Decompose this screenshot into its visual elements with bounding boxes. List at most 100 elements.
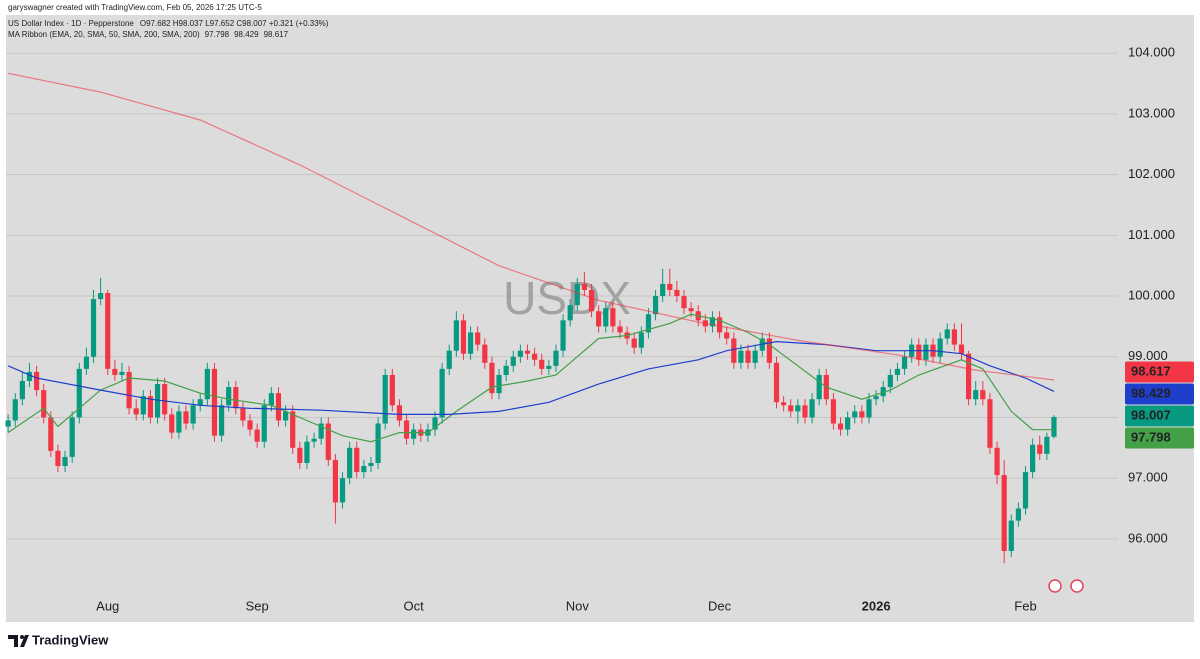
candle-body — [90, 299, 97, 357]
candle-body — [62, 456, 68, 467]
candle-body — [354, 447, 360, 473]
candle-body — [133, 408, 139, 415]
candle-body — [517, 350, 523, 357]
candle-body — [5, 420, 11, 427]
candle-body — [859, 411, 865, 418]
candle-body — [439, 368, 445, 418]
price-tag — [1125, 383, 1194, 405]
x-tick-label: Nov — [566, 598, 590, 613]
candle-body — [41, 390, 47, 418]
candle-body — [83, 356, 89, 369]
candle-body — [496, 374, 502, 394]
legend: 97.798 98.429 98.617 — [205, 30, 289, 39]
candle-body — [973, 390, 979, 400]
plot — [5, 72, 1057, 564]
candle-body — [467, 332, 474, 354]
candle-body — [233, 387, 239, 409]
candle-body — [524, 350, 531, 354]
candle-body — [112, 368, 118, 375]
candle-body — [275, 393, 282, 421]
candle-body — [460, 320, 467, 354]
candle-body — [937, 338, 943, 357]
candle-body — [652, 296, 659, 315]
x-tick-label: Aug — [96, 598, 119, 613]
candle-body — [268, 393, 274, 406]
candle-body — [226, 387, 232, 406]
candle-body — [169, 414, 175, 433]
candle-body — [283, 411, 289, 421]
event-icon — [1070, 579, 1084, 593]
legend-value: 97.798 — [205, 30, 230, 39]
y-tick-label: 96.000 — [1128, 530, 1168, 545]
candle-body — [987, 399, 993, 448]
candle-body — [916, 344, 922, 360]
price-tag-label: 98.429 — [1131, 385, 1171, 400]
candle-body — [716, 317, 723, 333]
x-tick-label: Sep — [246, 598, 269, 613]
candle-body — [204, 368, 210, 400]
candle-body — [105, 293, 111, 369]
candle-body — [247, 420, 253, 430]
candle-body — [645, 314, 652, 333]
candle-body — [389, 374, 395, 406]
event-icons — [1048, 579, 1084, 593]
candle-body — [1008, 520, 1014, 551]
candle-body — [1001, 475, 1007, 551]
candle-body — [546, 365, 552, 369]
candle-body — [731, 338, 737, 363]
candle-body — [951, 329, 957, 345]
candle-body — [375, 423, 381, 463]
indicator-label: MA Ribbon (EMA, 20, SMA, 50, SMA, 200, S… — [8, 30, 200, 39]
candle-body — [396, 405, 403, 421]
candle-body — [795, 405, 801, 412]
y-tick-label: 104.000 — [1128, 45, 1175, 60]
ohlc-text: O97.682 H98.037 L97.652 C98.007 +0.321 (… — [140, 19, 329, 28]
candle-body — [539, 359, 545, 369]
candle-body — [446, 350, 452, 369]
candle-body — [1051, 417, 1057, 437]
candle-body — [475, 332, 481, 345]
candle-body — [126, 371, 132, 409]
price-tag — [1125, 427, 1194, 449]
candle-body — [1022, 472, 1029, 509]
candle-body — [553, 350, 559, 366]
candle-body — [574, 283, 580, 306]
candle-body — [923, 344, 929, 360]
candle-body — [631, 338, 637, 348]
candle-body — [837, 423, 844, 430]
price-tag-label: 98.617 — [1131, 363, 1171, 378]
candle-body — [12, 399, 18, 421]
candle-body — [944, 329, 950, 339]
candle-body — [1044, 436, 1050, 454]
candle-body — [567, 305, 573, 321]
author-line: garyswagner created with TradingView.com… — [8, 3, 262, 12]
candle-body — [119, 371, 125, 375]
candle-body — [532, 353, 538, 360]
candle-body — [667, 283, 673, 290]
legend-value: 98.617 — [264, 30, 289, 39]
candle-body — [581, 283, 588, 290]
watermark: USDX — [503, 272, 631, 324]
candle-body — [752, 350, 758, 363]
candle-body — [766, 338, 772, 363]
price-axis: 96.00097.00098.00099.000100.000101.00010… — [96, 45, 1194, 613]
logo-dot — [20, 635, 24, 639]
candle-body — [304, 441, 310, 463]
y-tick-label: 100.000 — [1128, 287, 1175, 302]
candle-body — [709, 317, 716, 327]
candle-body — [617, 326, 623, 333]
candle-body — [773, 362, 780, 403]
candle-body — [403, 420, 410, 439]
x-tick-label: Dec — [708, 598, 732, 613]
candle-body — [1037, 444, 1043, 454]
candle-body — [76, 368, 82, 418]
candle-body — [197, 399, 203, 406]
candle-body — [638, 332, 644, 348]
candle-body — [596, 311, 602, 327]
candle-body — [339, 478, 346, 503]
price-tag-label: 97.798 — [1131, 429, 1171, 444]
candle-body — [211, 368, 218, 436]
candle-body — [140, 396, 146, 415]
candle-body — [69, 417, 75, 457]
